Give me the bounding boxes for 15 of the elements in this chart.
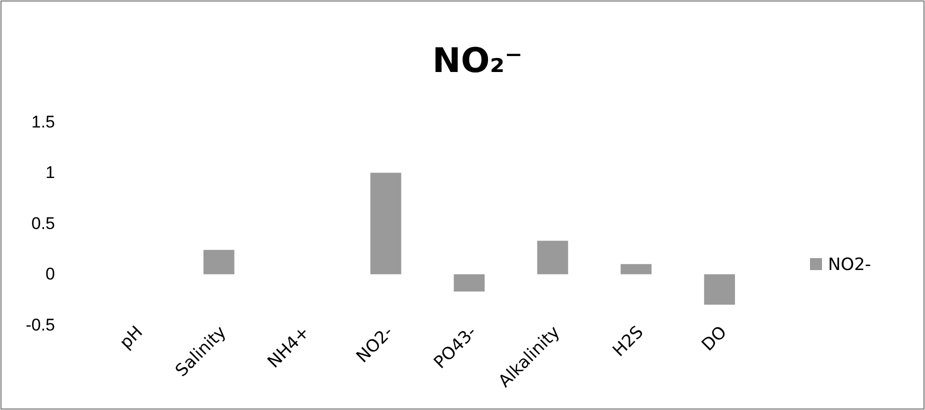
bar <box>620 264 652 274</box>
y-tick-label: 0 <box>46 264 55 284</box>
y-tick-label: 1 <box>46 163 55 182</box>
y-tick-label: 1.5 <box>31 112 55 132</box>
bar <box>203 250 234 274</box>
x-tick-label: pH <box>116 322 148 354</box>
bar <box>454 274 485 292</box>
bar <box>370 172 402 274</box>
bar <box>537 240 568 274</box>
chart-title: NO₂⁻ <box>432 41 523 81</box>
legend-label: NO2- <box>828 255 872 276</box>
bar <box>704 274 735 305</box>
y-tick-label: 0.5 <box>31 214 55 233</box>
x-tick-label: DO <box>698 322 732 356</box>
y-tick-label: -0.5 <box>26 315 55 334</box>
